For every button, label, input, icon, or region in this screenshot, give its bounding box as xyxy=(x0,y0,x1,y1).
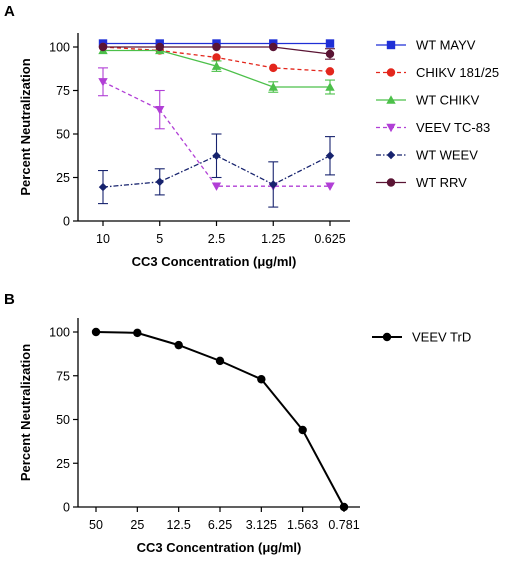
x-tick-label: 1.563 xyxy=(287,518,318,532)
legend-label: WT RRV xyxy=(416,175,467,190)
data-point xyxy=(98,78,108,87)
data-point xyxy=(269,42,278,52)
legend-label: WT MAYV xyxy=(416,38,476,53)
panel-b-letter: B xyxy=(4,291,15,308)
data-point xyxy=(155,105,165,115)
y-tick-label: 0 xyxy=(63,501,70,515)
legend-swatch-marker xyxy=(382,332,392,342)
data-point xyxy=(325,39,335,48)
x-tick-label: 1.25 xyxy=(261,232,285,246)
legend-swatch-marker xyxy=(386,150,396,160)
y-tick-label: 75 xyxy=(56,369,70,383)
x-tick-label: 5 xyxy=(156,232,163,246)
panel-b-y-axis-title: Percent Neutralization xyxy=(18,344,33,481)
data-point xyxy=(212,151,221,160)
legend-entry: WT RRV xyxy=(376,175,467,190)
data-point xyxy=(133,328,142,338)
panel-a-y-axis-title: Percent Neutralization xyxy=(18,58,33,195)
y-tick-label: 50 xyxy=(56,128,70,142)
legend-swatch-marker xyxy=(386,178,396,187)
legend-label: CHIKV 181/25 xyxy=(416,65,499,80)
series-line xyxy=(102,81,330,187)
x-tick-label: 0.781 xyxy=(328,518,359,532)
data-point xyxy=(155,177,164,187)
y-tick-label: 25 xyxy=(56,171,70,185)
x-tick-label: 3.125 xyxy=(246,518,277,532)
data-point xyxy=(211,182,222,191)
x-tick-label: 6.25 xyxy=(208,518,232,532)
legend-label: VEEV TrD xyxy=(412,330,471,345)
y-tick-label: 0 xyxy=(63,215,70,229)
panel-a-legend: WT MAYV CHIKV 181/25 WT CHIKV VEEV TC-83 WT … xyxy=(376,38,499,190)
y-tick-label: 75 xyxy=(56,84,70,98)
y-tick-label: 100 xyxy=(49,326,70,340)
data-point xyxy=(155,42,164,52)
data-point xyxy=(325,67,335,76)
panel-b-x-axis-title: CC3 Concentration (μg/ml) xyxy=(137,540,302,555)
data-point xyxy=(339,502,349,512)
panel-a: A 0 25 50 75 100 10 5 2.5 1.25 0.625 Percent Neut… xyxy=(4,3,499,269)
data-point xyxy=(325,151,335,160)
data-point xyxy=(212,53,221,62)
panel-a-letter: A xyxy=(4,3,15,20)
data-point xyxy=(91,327,101,337)
legend-swatch-marker xyxy=(386,68,396,77)
data-point xyxy=(325,182,335,191)
legend-swatch-marker xyxy=(386,95,396,104)
data-point xyxy=(325,82,335,91)
y-tick-label: 100 xyxy=(49,41,70,55)
series-wt-chikv xyxy=(98,45,335,95)
panel-b-plot-area: 0 25 50 75 100 50 25 12.5 6.25 3.125 1.563 0.781 xyxy=(49,318,360,532)
panel-a-plot-area: 0 25 50 75 100 10 5 2.5 1.25 0.625 xyxy=(49,33,350,246)
y-tick-label: 25 xyxy=(56,457,70,471)
series-veev-trd xyxy=(91,327,349,512)
data-point xyxy=(215,356,225,366)
x-tick-label: 12.5 xyxy=(166,518,190,532)
series-wt-rrv xyxy=(98,42,335,60)
data-point xyxy=(298,425,307,435)
legend-entry: CHIKV 181/25 xyxy=(376,65,499,80)
x-tick-label: 50 xyxy=(89,518,103,532)
legend-entry: VEEV TrD xyxy=(372,330,471,345)
data-point xyxy=(98,42,108,52)
legend-label: WT WEEV xyxy=(416,148,478,163)
panel-a-x-axis-title: CC3 Concentration (μg/ml) xyxy=(132,254,297,269)
legend-label: VEEV TC-83 xyxy=(416,120,490,135)
x-tick-label: 2.5 xyxy=(208,232,225,246)
data-point xyxy=(211,61,222,70)
data-point xyxy=(212,42,221,52)
legend-entry: VEEV TC-83 xyxy=(376,120,490,135)
legend-swatch-marker xyxy=(386,40,396,50)
data-point xyxy=(268,82,278,91)
data-point xyxy=(174,340,183,350)
legend-label: WT CHIKV xyxy=(416,93,480,108)
x-tick-label: 25 xyxy=(130,518,144,532)
data-point xyxy=(257,375,266,384)
series-wt-weev xyxy=(98,133,335,208)
data-point xyxy=(269,63,278,73)
x-tick-label: 0.625 xyxy=(314,232,345,246)
legend-swatch-marker xyxy=(386,123,396,133)
y-tick-label: 50 xyxy=(56,413,70,427)
panel-b-legend: VEEV TrD xyxy=(372,330,471,345)
legend-entry: WT MAYV xyxy=(376,38,476,53)
data-point xyxy=(325,49,335,59)
legend-entry: WT WEEV xyxy=(376,148,478,163)
data-point xyxy=(98,182,108,192)
x-tick-label: 10 xyxy=(96,232,110,246)
legend-entry: WT CHIKV xyxy=(376,93,480,108)
data-point xyxy=(269,180,278,189)
